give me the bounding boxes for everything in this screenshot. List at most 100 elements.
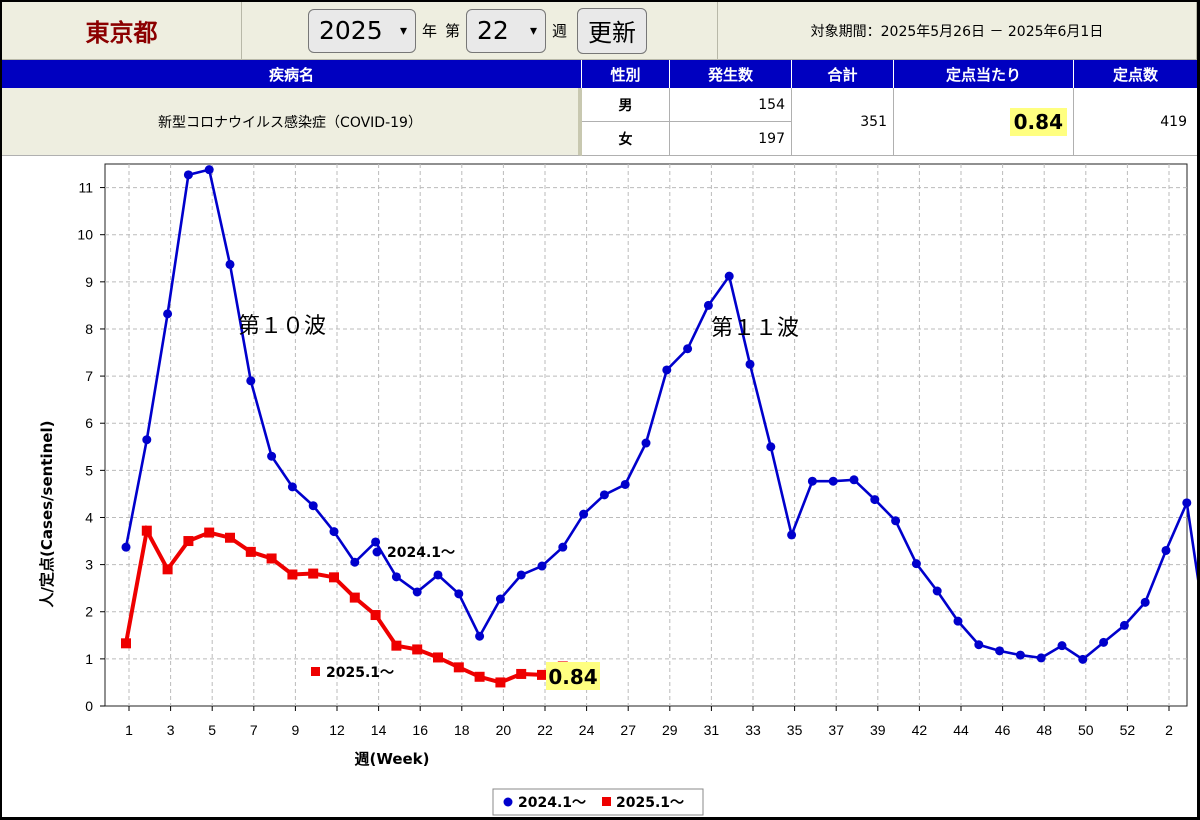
data-point-2024	[1182, 498, 1192, 508]
data-point-2024	[350, 557, 360, 567]
x-tick-label: 52	[1120, 722, 1136, 738]
data-point-2024	[1119, 620, 1129, 630]
x-axis-label: 週(Week)	[354, 750, 429, 768]
y-tick-label: 1	[85, 651, 93, 667]
data-point-2024	[1036, 653, 1046, 663]
per-sentinel-cell: 0.84	[894, 88, 1074, 156]
x-tick-label: 44	[953, 722, 969, 738]
data-point-2024	[1015, 650, 1025, 660]
header-sentinels: 定点数	[1074, 60, 1197, 88]
x-tick-label: 16	[412, 722, 428, 738]
data-point-2024	[329, 527, 339, 537]
series-label-2024: 2024.1～	[387, 545, 455, 561]
data-point-2024	[412, 587, 422, 597]
data-point-2024	[662, 365, 672, 375]
data-point-2025	[183, 536, 194, 547]
x-tick-label: 18	[454, 722, 470, 738]
data-point-2024	[579, 509, 589, 519]
series-label-2025: 2025.1～	[326, 665, 394, 681]
data-point-2024	[454, 589, 464, 599]
x-tick-label: 48	[1036, 722, 1052, 738]
data-point-2024	[537, 561, 547, 571]
plot-frame	[104, 163, 1188, 707]
data-point-2025	[204, 527, 215, 538]
data-point-2024	[433, 570, 443, 580]
data-point-2025	[162, 564, 173, 575]
chart-background	[2, 156, 1197, 817]
update-button[interactable]: 更新	[577, 7, 648, 54]
series-line-2025	[124, 524, 564, 685]
series-label-2024-marker	[372, 547, 382, 557]
data-point-2024	[995, 646, 1005, 656]
data-point-2024	[1057, 641, 1067, 651]
header-disease: 疾病名	[2, 60, 582, 88]
x-tick-label: 3	[167, 722, 175, 738]
prefecture-title: 東京都	[2, 2, 242, 60]
data-point-2025	[308, 568, 319, 579]
data-point-2024	[558, 542, 568, 552]
x-tick-label: 1	[125, 722, 133, 738]
y-tick-label: 11	[78, 180, 93, 196]
data-point-2025	[412, 644, 423, 655]
year-select[interactable]: 2025 ▾	[308, 8, 416, 53]
data-point-2024	[204, 165, 214, 175]
chevron-down-icon: ▾	[399, 22, 407, 39]
y-tick-label: 6	[85, 415, 93, 431]
per-sentinel-value: 0.84	[1009, 107, 1067, 136]
x-tick-label: 22	[537, 722, 553, 738]
x-tick-label: 31	[704, 722, 720, 738]
legend-label-2025: 2025.1～	[616, 795, 684, 811]
data-point-2024	[121, 542, 131, 552]
total-cases: 351	[792, 88, 894, 156]
data-point-2024	[787, 530, 797, 540]
data-point-2024	[1078, 654, 1088, 664]
sentinel-count: 419	[1074, 88, 1197, 156]
data-point-2024	[495, 594, 505, 604]
data-point-2024	[828, 476, 838, 486]
data-point-2024	[745, 359, 755, 369]
data-point-2025	[141, 525, 152, 536]
x-tick-label: 35	[787, 722, 803, 738]
data-point-2024	[1099, 637, 1109, 647]
data-point-2024	[1161, 545, 1171, 555]
header-cases: 発生数	[670, 60, 792, 88]
data-point-2025	[433, 652, 443, 663]
data-point-2024	[724, 271, 734, 281]
legend-marker-2024	[503, 797, 513, 807]
data-point-2024	[766, 442, 776, 452]
disease-name: 新型コロナウイルス感染症（COVID-19）	[2, 88, 582, 156]
data-point-2024	[475, 631, 485, 641]
x-tick-label: 27	[620, 722, 636, 738]
week-value: 22	[477, 16, 509, 45]
x-tick-label: 42	[912, 722, 928, 738]
data-point-2024	[516, 570, 526, 580]
data-point-2024	[225, 259, 235, 269]
period-text: 対象期間：2025年5月26日 － 2025年6月1日	[718, 2, 1197, 60]
data-point-2025	[121, 638, 131, 649]
data-point-2025	[537, 669, 547, 680]
x-tick-label: 29	[662, 722, 678, 738]
week-unit: 週	[552, 22, 568, 40]
data-point-2024	[287, 482, 297, 492]
data-point-2025	[516, 668, 527, 679]
week-select[interactable]: 22 ▾	[466, 8, 547, 53]
year-value: 2025	[319, 16, 383, 45]
data-point-2024	[246, 376, 256, 386]
wave10-annotation: 第１０波	[238, 314, 326, 339]
x-tick-label: 46	[995, 722, 1011, 738]
data-point-2024	[641, 438, 651, 448]
y-tick-label: 4	[85, 509, 93, 525]
data-point-2024	[870, 495, 880, 505]
data-point-2024	[911, 559, 921, 569]
x-tick-label: 5	[208, 722, 216, 738]
data-point-2024	[974, 640, 984, 650]
wave11-annotation: 第１１波	[711, 316, 799, 341]
data-point-2025	[453, 662, 464, 673]
y-tick-label: 8	[85, 321, 93, 337]
x-tick-label: 14	[371, 722, 387, 738]
data-point-2024	[599, 490, 609, 500]
y-tick-label: 0	[85, 698, 93, 714]
data-point-2025	[391, 640, 402, 651]
